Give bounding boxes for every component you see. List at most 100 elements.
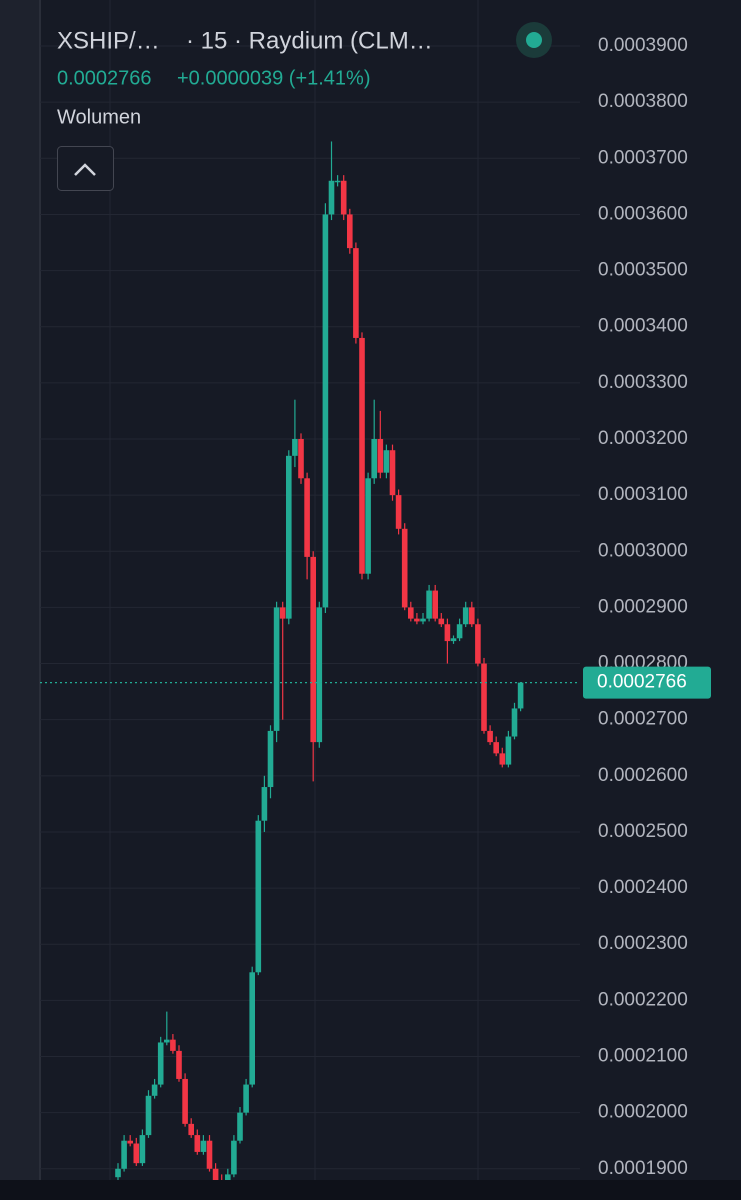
candle-body xyxy=(328,180,335,215)
candle-body xyxy=(316,607,323,743)
y-tick-label: 0.0002700 xyxy=(598,709,688,730)
candle-body xyxy=(273,607,280,731)
candle-body xyxy=(493,742,499,754)
candle-body xyxy=(292,438,298,456)
candle-body xyxy=(401,528,408,608)
bottom-bar xyxy=(0,1180,741,1200)
candle-body xyxy=(145,1095,152,1136)
candle-body xyxy=(170,1039,176,1051)
candle-body xyxy=(279,607,286,619)
y-tick-label: 0.0002600 xyxy=(598,765,688,786)
candle-body xyxy=(182,1078,188,1124)
y-tick-label: 0.0003800 xyxy=(598,91,688,112)
chevron-icon xyxy=(74,163,96,176)
collapse-button[interactable] xyxy=(57,146,114,191)
last-price: 0.0002766 xyxy=(57,67,152,89)
candle-body xyxy=(127,1140,133,1144)
y-tick-label: 0.0003400 xyxy=(598,316,688,337)
status-dot xyxy=(526,32,542,48)
y-tick-label: 0.0003200 xyxy=(598,428,688,449)
candle-body xyxy=(206,1140,213,1169)
candle-body xyxy=(188,1123,194,1136)
candle-body xyxy=(322,214,329,608)
candle-body xyxy=(237,1112,243,1141)
candle-body xyxy=(517,682,524,709)
candle-body xyxy=(231,1140,237,1175)
candle-body xyxy=(487,730,493,743)
price-axis: 0.0003900 0.0003800 0.0003700 0.0003600 0.00… xyxy=(583,35,711,1179)
y-tick-label: 0.0003500 xyxy=(598,260,688,281)
candle-body xyxy=(353,248,359,338)
y-tick-label: 0.0003900 xyxy=(598,35,688,56)
candle-body xyxy=(469,607,475,625)
candle-body xyxy=(475,624,481,664)
candle-body xyxy=(456,624,463,639)
candle-body xyxy=(157,1042,164,1085)
candle-body xyxy=(408,607,414,619)
candle-body xyxy=(420,618,426,622)
y-tick-label: 0.0002400 xyxy=(598,877,688,898)
candle-body xyxy=(462,607,469,625)
candle-body xyxy=(389,450,396,496)
candle-body xyxy=(426,590,432,619)
subtitle: · 15 · Raydium (CLM… xyxy=(186,27,433,54)
candle-body xyxy=(304,478,310,557)
candle-body xyxy=(115,1168,121,1178)
candle-body xyxy=(194,1135,201,1152)
y-tick-label: 0.0002000 xyxy=(598,1102,688,1123)
y-tick-label: 0.0002100 xyxy=(598,1046,688,1067)
y-tick-label: 0.0003600 xyxy=(598,203,688,224)
candle-body xyxy=(511,708,518,737)
candle-body xyxy=(310,556,316,743)
y-tick-label: 0.0002300 xyxy=(598,933,688,954)
candle-body xyxy=(139,1135,146,1164)
y-tick-label: 0.0003700 xyxy=(598,147,688,168)
y-tick-label: 0.0003100 xyxy=(598,484,688,505)
candle-body xyxy=(444,624,451,642)
candle-body xyxy=(377,438,384,473)
left-gutter xyxy=(0,0,40,1180)
y-tick-label: 0.0002900 xyxy=(598,596,688,617)
candle-body xyxy=(334,180,341,183)
y-tick-label: 0.0002500 xyxy=(598,821,688,842)
y-tick-label: 0.0003000 xyxy=(598,540,688,561)
candle-body xyxy=(243,1084,249,1113)
pair: XSHIP/… xyxy=(57,27,160,54)
candle-body xyxy=(298,438,304,479)
candle-body xyxy=(481,663,487,731)
y-tick-label: 0.0003300 xyxy=(598,372,688,393)
price-tag xyxy=(583,666,711,699)
volume-label: Wolumen xyxy=(57,106,141,128)
candle-body xyxy=(414,618,420,622)
candle-body xyxy=(267,730,274,788)
y-tick-label: 0.0002200 xyxy=(598,989,688,1010)
candle-body xyxy=(499,753,506,765)
candle-body xyxy=(200,1140,207,1152)
price-tag-label: 0.0002766 xyxy=(597,672,687,693)
plot xyxy=(40,141,580,1189)
candle-body xyxy=(371,438,377,479)
candle-body xyxy=(176,1050,182,1079)
candle-body xyxy=(450,638,457,642)
candle-body xyxy=(286,455,292,619)
y-tick-label: 0.0001900 xyxy=(598,1158,688,1179)
candle-body xyxy=(438,618,445,625)
candle-body xyxy=(359,337,365,574)
candle-body xyxy=(212,1168,219,1180)
candle-body xyxy=(164,1039,170,1043)
candle-body xyxy=(249,972,255,1085)
candle-body xyxy=(347,214,353,249)
grid xyxy=(40,45,580,1170)
candle-body xyxy=(151,1084,158,1096)
candle-body xyxy=(395,495,402,529)
candle-body xyxy=(261,787,268,821)
candle-body xyxy=(340,180,347,215)
candle-body xyxy=(432,590,438,619)
candle-body xyxy=(133,1143,140,1164)
candle-body xyxy=(255,820,262,973)
candle-body xyxy=(505,736,512,765)
candle-body xyxy=(365,478,371,574)
change: +0.0000039 (+1.41%) xyxy=(177,67,371,89)
